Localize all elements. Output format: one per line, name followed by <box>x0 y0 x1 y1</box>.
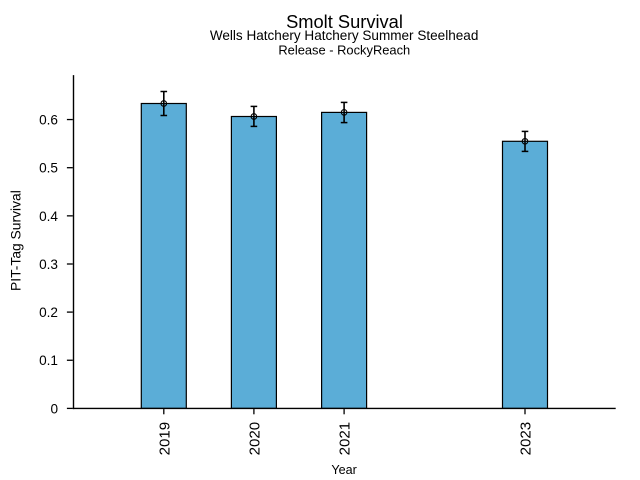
svg-text:Wells Hatchery Hatchery Summer: Wells Hatchery Hatchery Summer Steelhead <box>210 28 479 43</box>
svg-text:2020: 2020 <box>246 422 263 456</box>
svg-text:0.4: 0.4 <box>39 209 58 224</box>
svg-text:0.5: 0.5 <box>39 161 58 176</box>
svg-text:0: 0 <box>50 401 58 416</box>
svg-text:0.3: 0.3 <box>39 257 58 272</box>
svg-text:0.2: 0.2 <box>39 305 58 320</box>
svg-text:2019: 2019 <box>156 422 173 456</box>
svg-text:2023: 2023 <box>518 422 535 456</box>
svg-text:Smolt Survival: Smolt Survival <box>286 11 403 32</box>
svg-text:PIT-Tag Survival: PIT-Tag Survival <box>7 190 23 291</box>
svg-text:2021: 2021 <box>337 422 354 456</box>
svg-text:Release - RockyReach: Release - RockyReach <box>278 43 410 58</box>
svg-text:Year: Year <box>331 463 356 477</box>
svg-text:0.6: 0.6 <box>39 113 58 128</box>
svg-text:0.1: 0.1 <box>39 353 58 368</box>
